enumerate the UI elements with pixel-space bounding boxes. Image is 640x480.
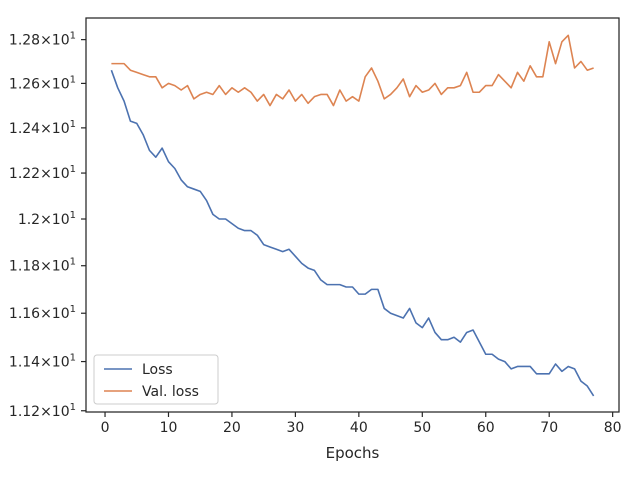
- series-lines: [110, 34, 595, 397]
- y-tick-label: 1.24×101: [9, 119, 76, 137]
- x-tick-label: 60: [477, 420, 495, 436]
- y-tick-label: 1.26×101: [9, 74, 76, 92]
- x-tick-label: 80: [604, 420, 622, 436]
- y-tick-label: 1.14×101: [9, 353, 76, 371]
- x-tick-label: 10: [160, 420, 178, 436]
- x-axis-label: Epochs: [326, 444, 380, 462]
- x-axis-ticks: 0 10 20 30 40 50 60 70 80: [101, 412, 622, 436]
- y-tick-label: 1.28×101: [9, 31, 76, 49]
- x-tick-label: 50: [413, 420, 431, 436]
- x-tick-label: 30: [286, 420, 304, 436]
- x-tick-label: 70: [540, 420, 558, 436]
- plot-frame: [85, 17, 620, 413]
- y-tick-label: 1.16×101: [9, 304, 76, 322]
- legend: Loss Val. loss: [93, 354, 219, 405]
- x-tick-label: 0: [101, 420, 110, 436]
- x-tick-label: 20: [223, 420, 241, 436]
- y-tick-label: 1.2×101: [18, 210, 76, 228]
- series-line-loss: [110, 69, 595, 397]
- y-tick-label: 1.22×101: [9, 164, 76, 182]
- x-tick-label: 40: [350, 420, 368, 436]
- legend-label-loss: Loss: [142, 362, 173, 378]
- legend-label-val-loss: Val. loss: [142, 384, 199, 400]
- y-axis-ticks: 1.12×101 1.14×101 1.16×101 1.18×101 1.2×101 1…: [9, 31, 86, 420]
- y-tick-label: 1.18×101: [9, 257, 76, 275]
- series-line-val-loss: [111, 34, 594, 107]
- y-tick-label: 1.12×101: [9, 402, 76, 420]
